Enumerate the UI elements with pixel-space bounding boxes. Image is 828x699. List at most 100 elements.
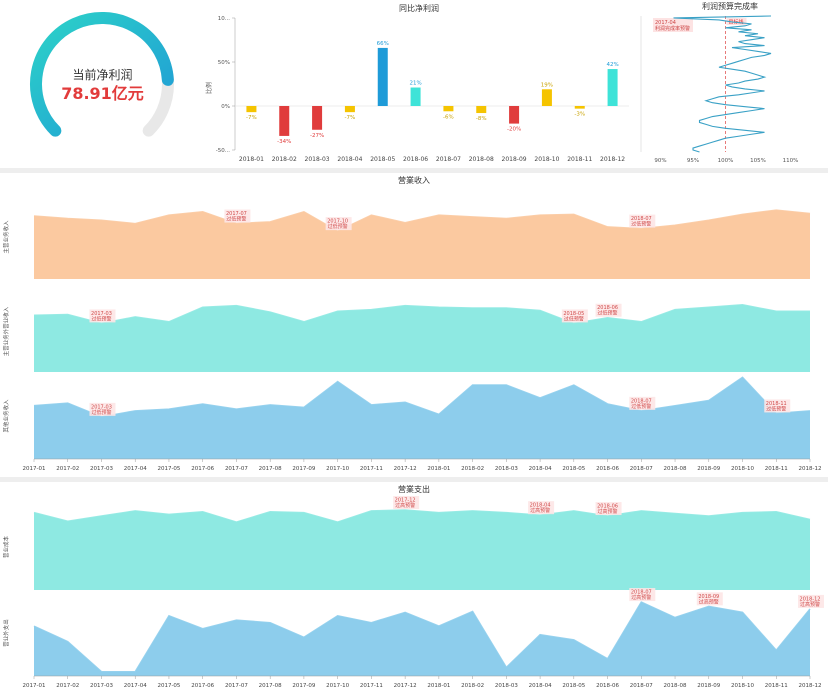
- gauge-label: 当前净利润: [72, 68, 133, 82]
- area-x-tick-label: 2018-09: [697, 683, 720, 689]
- area-series-line: [33, 509, 811, 523]
- area-series-name: 营业成本: [2, 536, 10, 559]
- yoy-bar-label: -6%: [443, 114, 454, 120]
- area-flag-text: 过高预警: [598, 508, 618, 515]
- area-flag-box: [696, 592, 723, 606]
- area-x-tick-label: 2017-11: [360, 683, 383, 689]
- area-x-tick-label: 2018-11: [765, 683, 788, 689]
- yoy-bar: [246, 106, 257, 113]
- area-flag-text: 过高预警: [699, 598, 719, 605]
- yoy-x-tick-label: 2018-11: [567, 156, 592, 163]
- area-flag-box: [595, 303, 622, 317]
- yoy-bar: [410, 87, 421, 106]
- area-x-tick-label: 2018-06: [596, 683, 619, 689]
- area-flag-box: [89, 309, 116, 323]
- yoy-bar-label: -7%: [246, 115, 257, 121]
- area-x-tick-label: 2017-09: [292, 466, 315, 472]
- area-flag-box: [629, 214, 656, 228]
- area-x-tick-label: 2017-01: [23, 683, 46, 689]
- yoy-bar-label: -27%: [310, 133, 324, 139]
- area-x-tick-label: 2017-07: [225, 683, 248, 689]
- area-flag-box: [561, 309, 588, 323]
- gauge-chart: [30, 12, 174, 137]
- area-x-tick-label: 2017-10: [326, 683, 349, 689]
- area-x-tick-label: 2018-08: [664, 683, 687, 689]
- yoy-x-tick-label: 2018-02: [272, 156, 297, 163]
- area-flag-box: [325, 217, 352, 231]
- yoy-bar-label: -34%: [277, 139, 291, 145]
- area-flag-date: 2018-05: [563, 311, 584, 317]
- yoy-bar: [476, 106, 487, 114]
- yoy-bar-label: 42%: [606, 62, 618, 68]
- yoy-panel: 同比净利润 比例 10... 50% 0% -50... -7% 2018-01 -34% 201…: [205, 0, 633, 168]
- area-x-tick-label: 2018-07: [630, 683, 653, 689]
- area-series-line: [33, 601, 811, 673]
- area-series-line: [33, 376, 811, 418]
- yoy-bar: [443, 106, 454, 112]
- yoy-x-tick-label: 2018-09: [502, 156, 527, 163]
- area-x-tick-label: 2017-09: [292, 683, 315, 689]
- yoy-x-tick-label: 2018-10: [534, 156, 559, 163]
- area-series-fill: [34, 377, 810, 459]
- area-x-tick-label: 2018-07: [630, 466, 653, 472]
- divider-middle: [0, 477, 828, 482]
- area-x-tick-label: 2018-11: [765, 466, 788, 472]
- budget-x-tick-label: 105%: [750, 158, 766, 164]
- area-flag-date: 2018-04: [530, 503, 551, 509]
- area-x-tick-label: 2018-08: [664, 466, 687, 472]
- yoy-x-tick-label: 2018-12: [600, 156, 625, 163]
- area-x-tick-label: 2018-04: [529, 683, 552, 689]
- area-x-tick-label: 2017-07: [225, 466, 248, 472]
- expense-panel: 营業支出 营业成本 2017-12 过高预警 2018-04 过高预警 2018-06 过高预…: [0, 482, 828, 695]
- area-x-tick-label: 2017-02: [56, 683, 79, 689]
- area-x-tick-label: 2018-12: [799, 466, 822, 472]
- area-x-tick-label: 2017-03: [90, 683, 113, 689]
- yoy-title: 同比净利润: [399, 3, 439, 13]
- area-x-tick-label: 2018-01: [427, 466, 450, 472]
- area-flag-box: [224, 209, 251, 223]
- area-series-fill: [34, 210, 810, 279]
- yoy-bar-label: 66%: [377, 41, 389, 47]
- yoy-ytick-label: 0%: [221, 104, 230, 110]
- income-title: 营業收入: [398, 175, 430, 185]
- area-flag-text: 过低预警: [631, 403, 651, 410]
- area-flag-text: 过低预警: [766, 405, 786, 412]
- yoy-bar: [279, 106, 290, 136]
- area-flag-box: [629, 396, 656, 410]
- area-flag-text: 过高预警: [395, 502, 415, 509]
- area-flag-text: 过低预警: [564, 315, 584, 322]
- budget-x-tick-label: 100%: [718, 158, 734, 164]
- area-series-name: 主营业务外营业收入: [2, 306, 10, 356]
- area-x-tick-label: 2018-10: [731, 466, 754, 472]
- area-x-tick-label: 2018-04: [529, 466, 552, 472]
- area-flag-date: 2018-11: [766, 401, 787, 407]
- yoy-x-tick-label: 2018-05: [370, 156, 395, 163]
- area-flag-date: 2017-07: [226, 211, 247, 217]
- area-flag-date: 2017-12: [395, 498, 416, 504]
- area-flag-box: [629, 588, 656, 602]
- yoy-ylabel: 比例: [205, 82, 213, 94]
- yoy-bar-label: 21%: [409, 81, 421, 87]
- area-flag-date: 2018-07: [631, 216, 652, 222]
- area-series-line: [33, 209, 811, 232]
- area-x-tick-label: 2017-08: [259, 466, 282, 472]
- area-x-tick-label: 2017-12: [394, 466, 417, 472]
- area-flag-date: 2017-03: [91, 311, 112, 317]
- area-x-tick-label: 2018-02: [461, 683, 484, 689]
- yoy-x-tick-label: 2018-04: [337, 156, 362, 163]
- area-flag-text: 过低预警: [91, 409, 111, 416]
- yoy-bar: [607, 69, 618, 106]
- area-flag-text: 过低预警: [631, 221, 651, 228]
- area-x-tick-label: 2017-06: [191, 466, 214, 472]
